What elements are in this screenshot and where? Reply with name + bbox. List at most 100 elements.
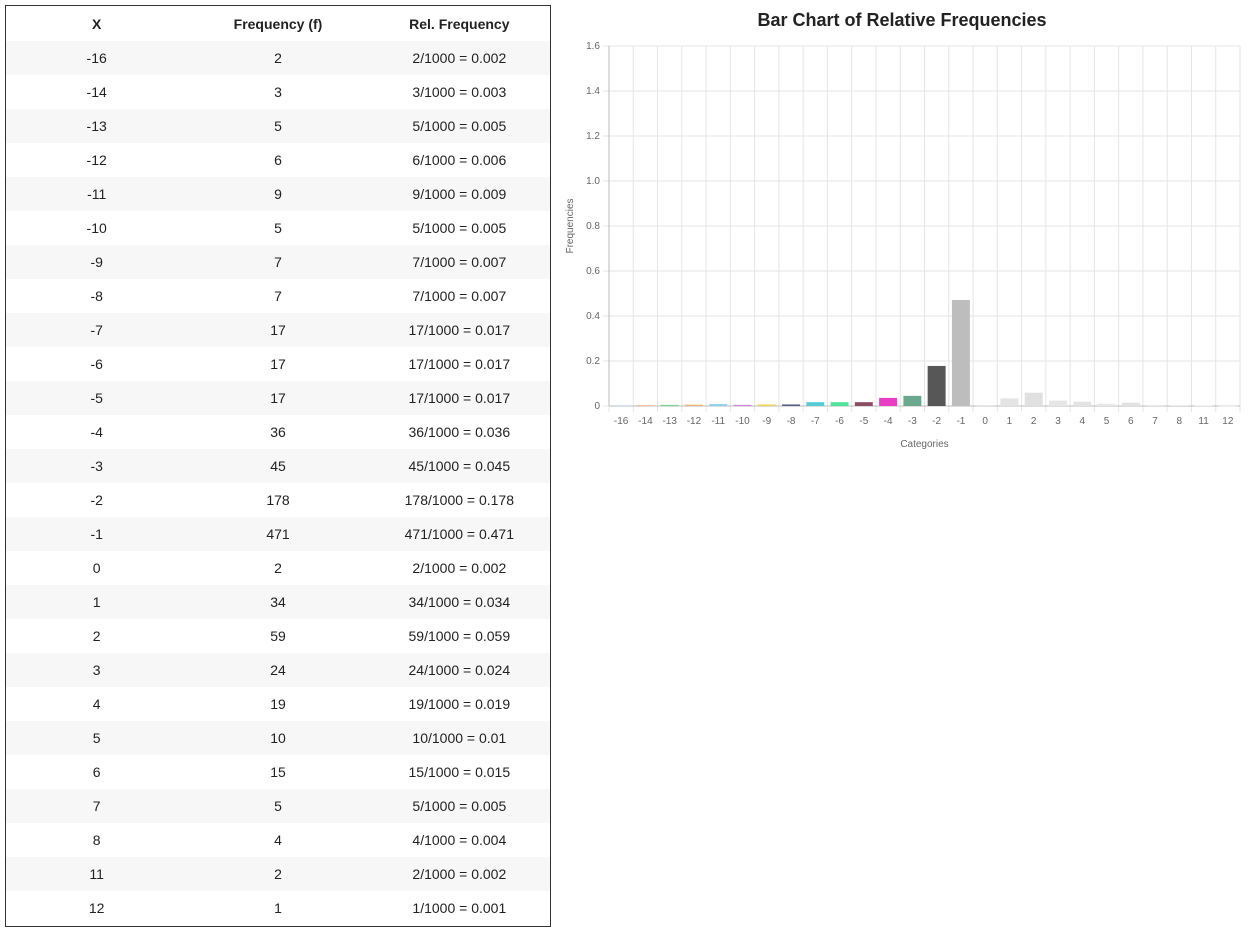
bar xyxy=(1194,405,1213,407)
cell-x: -2 xyxy=(6,483,188,517)
bar xyxy=(830,402,849,406)
cell-rel-frequency: 7/1000 = 0.007 xyxy=(368,279,550,313)
cell-rel-frequency: 19/1000 = 0.019 xyxy=(368,687,550,721)
x-tick-label: -2 xyxy=(932,416,941,427)
cell-rel-frequency: 36/1000 = 0.036 xyxy=(368,415,550,449)
cell-x: 5 xyxy=(6,721,188,755)
y-tick-label: 1.6 xyxy=(586,41,600,52)
cell-rel-frequency: 1/1000 = 0.001 xyxy=(368,891,550,925)
frequency-table-panel: X Frequency (f) Rel. Frequency -16 2 2/100… xyxy=(5,5,551,927)
cell-rel-frequency: 59/1000 = 0.059 xyxy=(368,619,550,653)
table-row: 2 59 59/1000 = 0.059 xyxy=(6,619,550,653)
bar xyxy=(636,405,655,406)
table-row: -8 7 7/1000 = 0.007 xyxy=(6,279,550,313)
bar xyxy=(660,404,679,406)
header-x: X xyxy=(6,6,188,41)
cell-x: -4 xyxy=(6,415,188,449)
x-tick-label: 4 xyxy=(1079,416,1085,427)
x-tick-label: 3 xyxy=(1055,416,1061,427)
cell-rel-frequency: 471/1000 = 0.471 xyxy=(368,517,550,551)
cell-x: 1 xyxy=(6,585,188,619)
cell-frequency: 178 xyxy=(187,483,369,517)
x-tick-label: 5 xyxy=(1104,416,1110,427)
bar xyxy=(612,405,631,407)
cell-frequency: 5 xyxy=(187,789,369,823)
cell-x: 12 xyxy=(6,891,188,925)
table-row: 8 4 4/1000 = 0.004 xyxy=(6,823,550,857)
bar xyxy=(976,405,995,407)
bar xyxy=(1121,402,1140,406)
x-tick-label: -4 xyxy=(884,416,893,427)
cell-frequency: 471 xyxy=(187,517,369,551)
cell-x: -6 xyxy=(6,347,188,381)
table-row: -11 9 9/1000 = 0.009 xyxy=(6,177,550,211)
x-tick-label: -7 xyxy=(811,416,820,427)
table-row: -16 2 2/1000 = 0.002 xyxy=(6,41,550,75)
table-row: -7 17 17/1000 = 0.017 xyxy=(6,313,550,347)
cell-x: -3 xyxy=(6,449,188,483)
cell-x: 2 xyxy=(6,619,188,653)
table-row: 5 10 10/1000 = 0.01 xyxy=(6,721,550,755)
table-row: -6 17 17/1000 = 0.017 xyxy=(6,347,550,381)
bar xyxy=(854,402,873,406)
cell-x: 3 xyxy=(6,653,188,687)
cell-rel-frequency: 24/1000 = 0.024 xyxy=(368,653,550,687)
y-tick-label: 0.4 xyxy=(586,311,600,322)
x-tick-label: 12 xyxy=(1222,416,1234,427)
x-tick-label: -11 xyxy=(711,416,725,427)
cell-rel-frequency: 17/1000 = 0.017 xyxy=(368,381,550,415)
bar xyxy=(1170,405,1189,406)
y-tick-label: 0.2 xyxy=(586,356,600,367)
x-tick-label: -3 xyxy=(908,416,917,427)
x-axis-title: Categories xyxy=(900,439,948,450)
bar xyxy=(757,404,776,406)
x-tick-label: -16 xyxy=(614,416,629,427)
cell-frequency: 5 xyxy=(187,211,369,245)
table-row: 12 1 1/1000 = 0.001 xyxy=(6,891,550,925)
header-rel-frequency: Rel. Frequency xyxy=(368,6,550,41)
cell-frequency: 34 xyxy=(187,585,369,619)
bar xyxy=(1097,403,1116,406)
x-tick-label: -6 xyxy=(835,416,844,427)
y-tick-label: 1.0 xyxy=(586,176,600,187)
bar xyxy=(782,404,800,406)
bar xyxy=(1073,401,1092,406)
table-row: -9 7 7/1000 = 0.007 xyxy=(6,245,550,279)
bar xyxy=(1218,405,1237,407)
cell-rel-frequency: 4/1000 = 0.004 xyxy=(368,823,550,857)
y-tick-label: 1.2 xyxy=(586,131,600,142)
table-row: 7 5 5/1000 = 0.005 xyxy=(6,789,550,823)
x-tick-label: 11 xyxy=(1198,416,1209,427)
table-row: 1 34 34/1000 = 0.034 xyxy=(6,585,550,619)
table-row: 4 19 19/1000 = 0.019 xyxy=(6,687,550,721)
cell-x: -7 xyxy=(6,313,188,347)
cell-frequency: 5 xyxy=(187,109,369,143)
x-tick-label: 1 xyxy=(1007,416,1013,427)
x-tick-label: -9 xyxy=(762,416,771,427)
table-row: -14 3 3/1000 = 0.003 xyxy=(6,75,550,109)
cell-x: -1 xyxy=(6,517,188,551)
cell-frequency: 2 xyxy=(187,857,369,891)
cell-frequency: 10 xyxy=(187,721,369,755)
bar xyxy=(806,402,825,406)
table-row: 6 15 15/1000 = 0.015 xyxy=(6,755,550,789)
table-row: 11 2 2/1000 = 0.002 xyxy=(6,857,550,891)
bar xyxy=(1000,398,1019,406)
table-row: 0 2 2/1000 = 0.002 xyxy=(6,551,550,585)
cell-rel-frequency: 178/1000 = 0.178 xyxy=(368,483,550,517)
bar xyxy=(951,300,970,406)
cell-rel-frequency: 2/1000 = 0.002 xyxy=(368,857,550,891)
bar xyxy=(927,365,946,406)
x-tick-label: -13 xyxy=(662,416,677,427)
table-row: -4 36 36/1000 = 0.036 xyxy=(6,415,550,449)
cell-x: -16 xyxy=(6,41,188,75)
cell-rel-frequency: 7/1000 = 0.007 xyxy=(368,245,550,279)
cell-rel-frequency: 45/1000 = 0.045 xyxy=(368,449,550,483)
cell-frequency: 24 xyxy=(187,653,369,687)
cell-x: 8 xyxy=(6,823,188,857)
cell-rel-frequency: 5/1000 = 0.005 xyxy=(368,211,550,245)
cell-frequency: 15 xyxy=(187,755,369,789)
cell-rel-frequency: 9/1000 = 0.009 xyxy=(368,177,550,211)
cell-x: -12 xyxy=(6,143,188,177)
cell-x: 0 xyxy=(6,551,188,585)
